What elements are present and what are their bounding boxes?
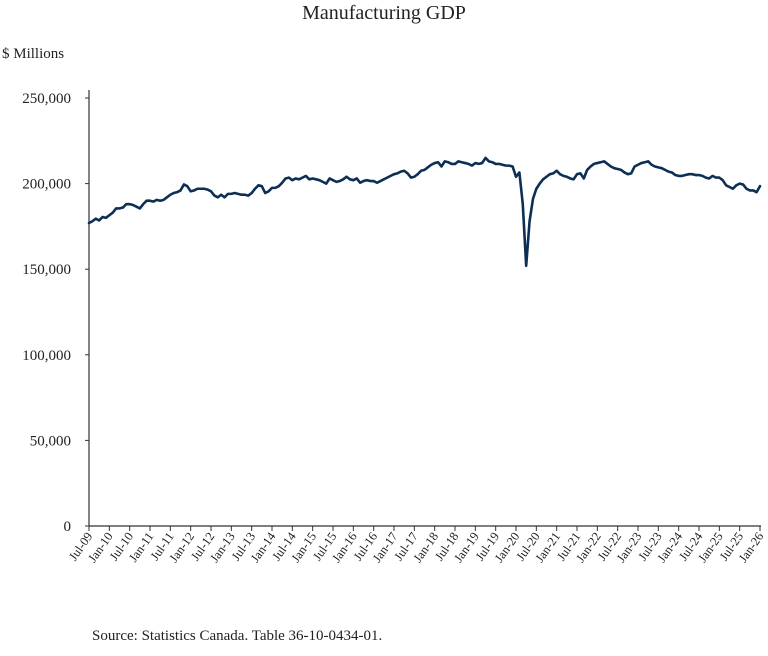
series-line <box>87 156 762 268</box>
y-tick-label: 150,000 <box>22 262 71 278</box>
chart-title: Manufacturing GDP <box>302 2 466 24</box>
y-tick-label: 250,000 <box>22 91 71 107</box>
y-tick-label: 0 <box>64 519 72 535</box>
y-tick-label: 50,000 <box>30 433 71 449</box>
y-tick-label: 200,000 <box>22 177 71 193</box>
y-tick-label: 100,000 <box>22 348 71 364</box>
y-axis-ticks: 0 50,000 100,000 150,000 200,000 250,000 <box>22 91 89 535</box>
y-axis-label: $ Millions <box>2 46 65 62</box>
source-note: Source: Statistics Canada. Table 36-10-0… <box>92 628 383 644</box>
x-axis-ticks: Jul-09Jan-10Jul-10Jan-11Jul-11Jan-12Jul-… <box>66 526 766 565</box>
